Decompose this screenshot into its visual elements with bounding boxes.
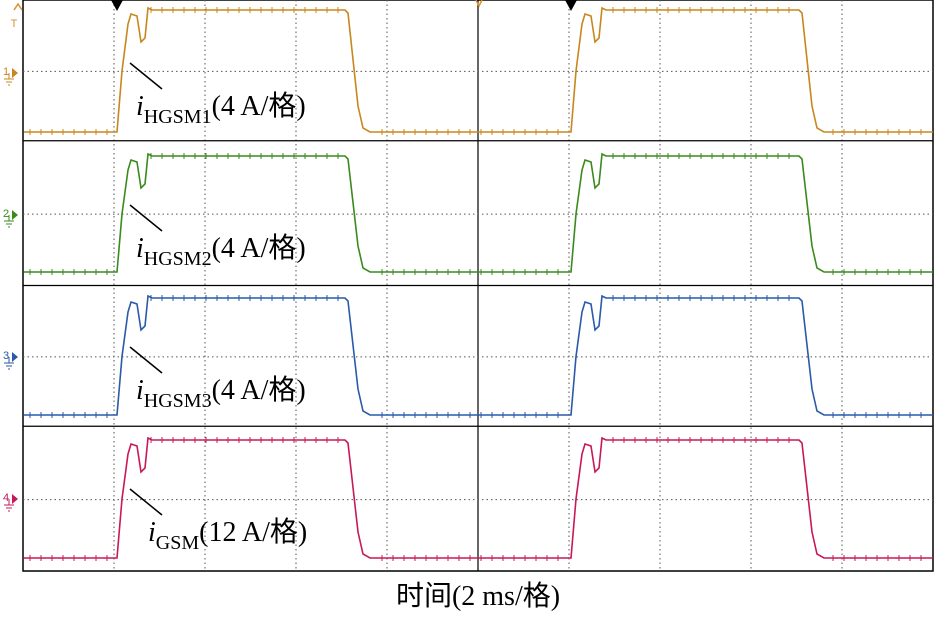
grid [23, 0, 933, 571]
channel-arrow [12, 210, 18, 220]
ground-symbol [4, 499, 14, 512]
leader-line [129, 62, 163, 90]
channel-arrow [12, 68, 18, 78]
trigger-position [565, 0, 577, 11]
traces [24, 6, 933, 561]
leader-line [129, 204, 163, 232]
symbol: i [148, 517, 156, 548]
channel-arrow [12, 352, 18, 362]
channel-marker: 4 [3, 492, 9, 504]
subscript: GSM [156, 532, 200, 554]
ground-symbol [4, 73, 14, 86]
leader-line [129, 346, 163, 374]
leader-line [129, 488, 163, 516]
ground-symbol [4, 215, 14, 228]
channel-marker: 1 [3, 66, 9, 78]
scale: (4 A/格) [212, 232, 306, 264]
trace-label: iHGSM2(4 A/格) [136, 232, 306, 270]
scale: (12 A/格) [199, 516, 307, 548]
trigger-marker: T [11, 18, 18, 30]
trace-label: iHGSM3(4 A/格) [136, 374, 306, 412]
scale: (4 A/格) [212, 90, 306, 122]
symbol: i [136, 375, 144, 406]
symbol: i [136, 233, 144, 264]
trigger-position [111, 0, 123, 11]
channel-marker: 3 [3, 350, 9, 362]
x-axis-label: 时间(2 ms/格) [396, 580, 560, 612]
channel-arrow [12, 494, 18, 504]
subscript: HGSM2 [144, 248, 212, 270]
trace-label: iHGSM1(4 A/格) [136, 90, 306, 128]
channel-marker: 2 [3, 208, 9, 220]
trigger-arrow [13, 2, 23, 11]
ground-symbol [4, 357, 14, 370]
trigger-level [475, 0, 483, 8]
scale: (4 A/格) [212, 374, 306, 406]
subscript: HGSM1 [144, 106, 212, 128]
symbol: i [136, 91, 144, 122]
subscript: HGSM3 [144, 390, 212, 412]
trace-label: iGSM(12 A/格) [148, 516, 307, 554]
